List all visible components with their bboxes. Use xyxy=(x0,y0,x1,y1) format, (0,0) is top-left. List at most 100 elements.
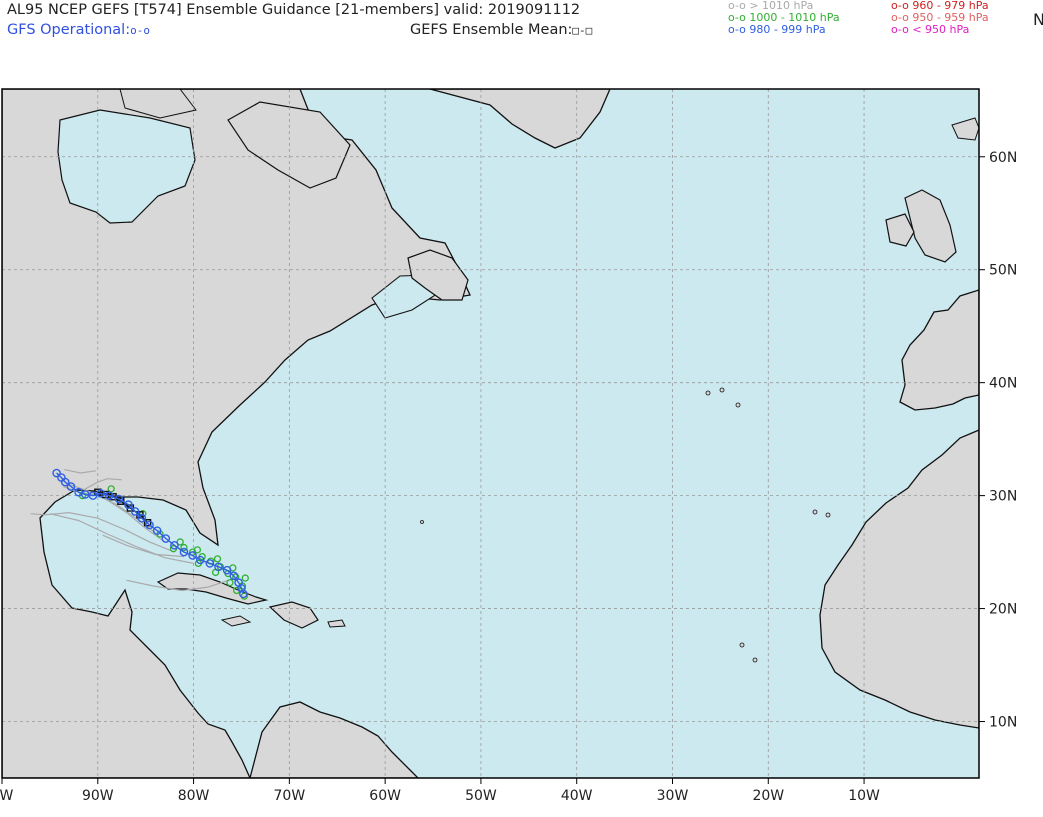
operational-track-point xyxy=(179,547,189,557)
ensemble-member-point xyxy=(241,574,249,582)
land-layer xyxy=(2,89,979,778)
lat-tick-label: 60N xyxy=(989,150,1017,166)
mean-label: GEFS Ensemble Mean: xyxy=(410,22,573,38)
lat-tick-label: 30N xyxy=(989,489,1017,505)
operational-track-point xyxy=(137,513,147,523)
operational-track-point xyxy=(229,571,239,581)
ensemble-member-point xyxy=(226,578,234,587)
azores-island xyxy=(705,390,711,396)
newfoundland xyxy=(407,249,469,301)
legend-cut-letter: N xyxy=(1033,10,1043,29)
lon-tick-label: 30W xyxy=(657,788,689,804)
ensemble-mean-point xyxy=(143,519,152,527)
ensemble-member-point xyxy=(193,546,202,554)
mean-glyph: □-□ xyxy=(572,24,593,37)
operational-track-point xyxy=(188,551,197,560)
operational-legend: GFS Operational:o-o xyxy=(7,22,150,38)
azores-island xyxy=(719,387,725,393)
canary-island xyxy=(825,512,831,518)
operational-track-point xyxy=(234,578,243,587)
legend-label: 950 - 959 hPa xyxy=(912,11,989,24)
operational-track-point xyxy=(214,562,223,572)
operational-track-point xyxy=(52,468,61,478)
legend-glyph: o-o xyxy=(891,11,909,24)
operational-track-point xyxy=(239,589,248,599)
lon-tick-label: 0W xyxy=(0,788,14,804)
ensemble-track-line xyxy=(64,469,96,474)
operational-track-point xyxy=(222,565,232,575)
ensemble-member-point xyxy=(176,538,184,546)
legend-label: > 1010 hPa xyxy=(749,0,814,12)
operational-track-point xyxy=(130,507,140,516)
operational-track-point xyxy=(205,559,215,568)
operational-track-point xyxy=(195,555,205,565)
operational-track-point xyxy=(74,487,83,497)
canary-island xyxy=(812,509,818,515)
legend-glyph: o-o xyxy=(728,23,746,36)
legend-glyph: o-o xyxy=(728,11,746,24)
storm-tracks xyxy=(30,468,249,600)
lon-tick-label: 20W xyxy=(752,788,784,804)
legend-glyph: o-o xyxy=(891,23,909,36)
lon-tick-label: 90W xyxy=(82,788,114,804)
map-axes: 0W 90W 80W 70W 60W 50W 40W 30W 20W 10W 60N 50N 40N 30… xyxy=(0,150,1017,804)
operational-track-point xyxy=(66,482,76,491)
legend-glyph: o-o xyxy=(728,0,746,12)
legend-item: o-o > 1010 hPa xyxy=(728,0,813,11)
legend-item: o-o < 950 hPa xyxy=(891,24,969,35)
jamaica xyxy=(220,615,252,627)
operational-track-point xyxy=(161,534,171,543)
ensemble-member-point xyxy=(240,592,248,600)
lon-tick-label: 80W xyxy=(178,788,210,804)
ensemble-member-point xyxy=(180,543,188,552)
operational-track-point xyxy=(170,541,179,550)
lat-tick-label: 40N xyxy=(989,376,1017,392)
ensemble-member-point xyxy=(213,555,222,563)
south-america-landmass xyxy=(249,701,419,778)
operational-track-point xyxy=(152,526,162,535)
africa-landmass xyxy=(819,429,979,729)
ensemble-track-line xyxy=(102,534,185,558)
arctic-island xyxy=(119,89,197,119)
legend-label: 960 - 979 hPa xyxy=(912,0,989,12)
legend-label: < 950 hPa xyxy=(912,23,970,36)
chart-title: AL95 NCEP GEFS [T574] Ensemble Guidance … xyxy=(7,2,581,18)
lat-tick-label: 10N xyxy=(989,715,1017,731)
lon-tick-label: 50W xyxy=(465,788,497,804)
operational-label: GFS Operational: xyxy=(7,22,131,38)
lon-tick-label: 60W xyxy=(369,788,401,804)
lat-tick-label: 50N xyxy=(989,263,1017,279)
operational-track-point xyxy=(57,473,66,482)
lon-tick-label: 10W xyxy=(848,788,880,804)
operational-track-point xyxy=(96,489,105,498)
cape-verde-island xyxy=(752,657,758,663)
greenland-landmass xyxy=(429,89,611,149)
operational-track-point xyxy=(114,494,124,504)
operational-glyph: o-o xyxy=(130,24,150,37)
europe-landmass xyxy=(899,289,979,411)
operational-track-point xyxy=(104,491,114,500)
cuba xyxy=(156,572,269,605)
legend-item: o-o 950 - 959 hPa xyxy=(891,12,989,23)
ensemble-track-line xyxy=(126,578,233,592)
ensemble-track-line xyxy=(83,478,122,491)
legend-item: o-o 1000 - 1010 hPa xyxy=(728,12,840,23)
operational-track-point xyxy=(124,500,133,509)
ensemble-member-point xyxy=(233,586,241,595)
ensemble-track-line xyxy=(30,511,175,553)
hispaniola xyxy=(268,601,319,629)
puerto-rico xyxy=(327,619,346,628)
lon-tick-label: 40W xyxy=(561,788,593,804)
bermuda xyxy=(420,520,424,524)
legend-item: o-o 980 - 999 hPa xyxy=(728,24,826,35)
legend-label: 980 - 999 hPa xyxy=(749,23,826,36)
cape-verde-island xyxy=(739,642,745,648)
mean-legend: GEFS Ensemble Mean:□-□ xyxy=(410,22,592,38)
lat-tick-label: 20N xyxy=(989,602,1017,618)
lon-tick-label: 70W xyxy=(274,788,306,804)
ensemble-track-line xyxy=(49,513,194,564)
map-frame xyxy=(1,88,980,779)
iceland xyxy=(951,117,979,141)
ensemble-track-line xyxy=(68,483,166,543)
